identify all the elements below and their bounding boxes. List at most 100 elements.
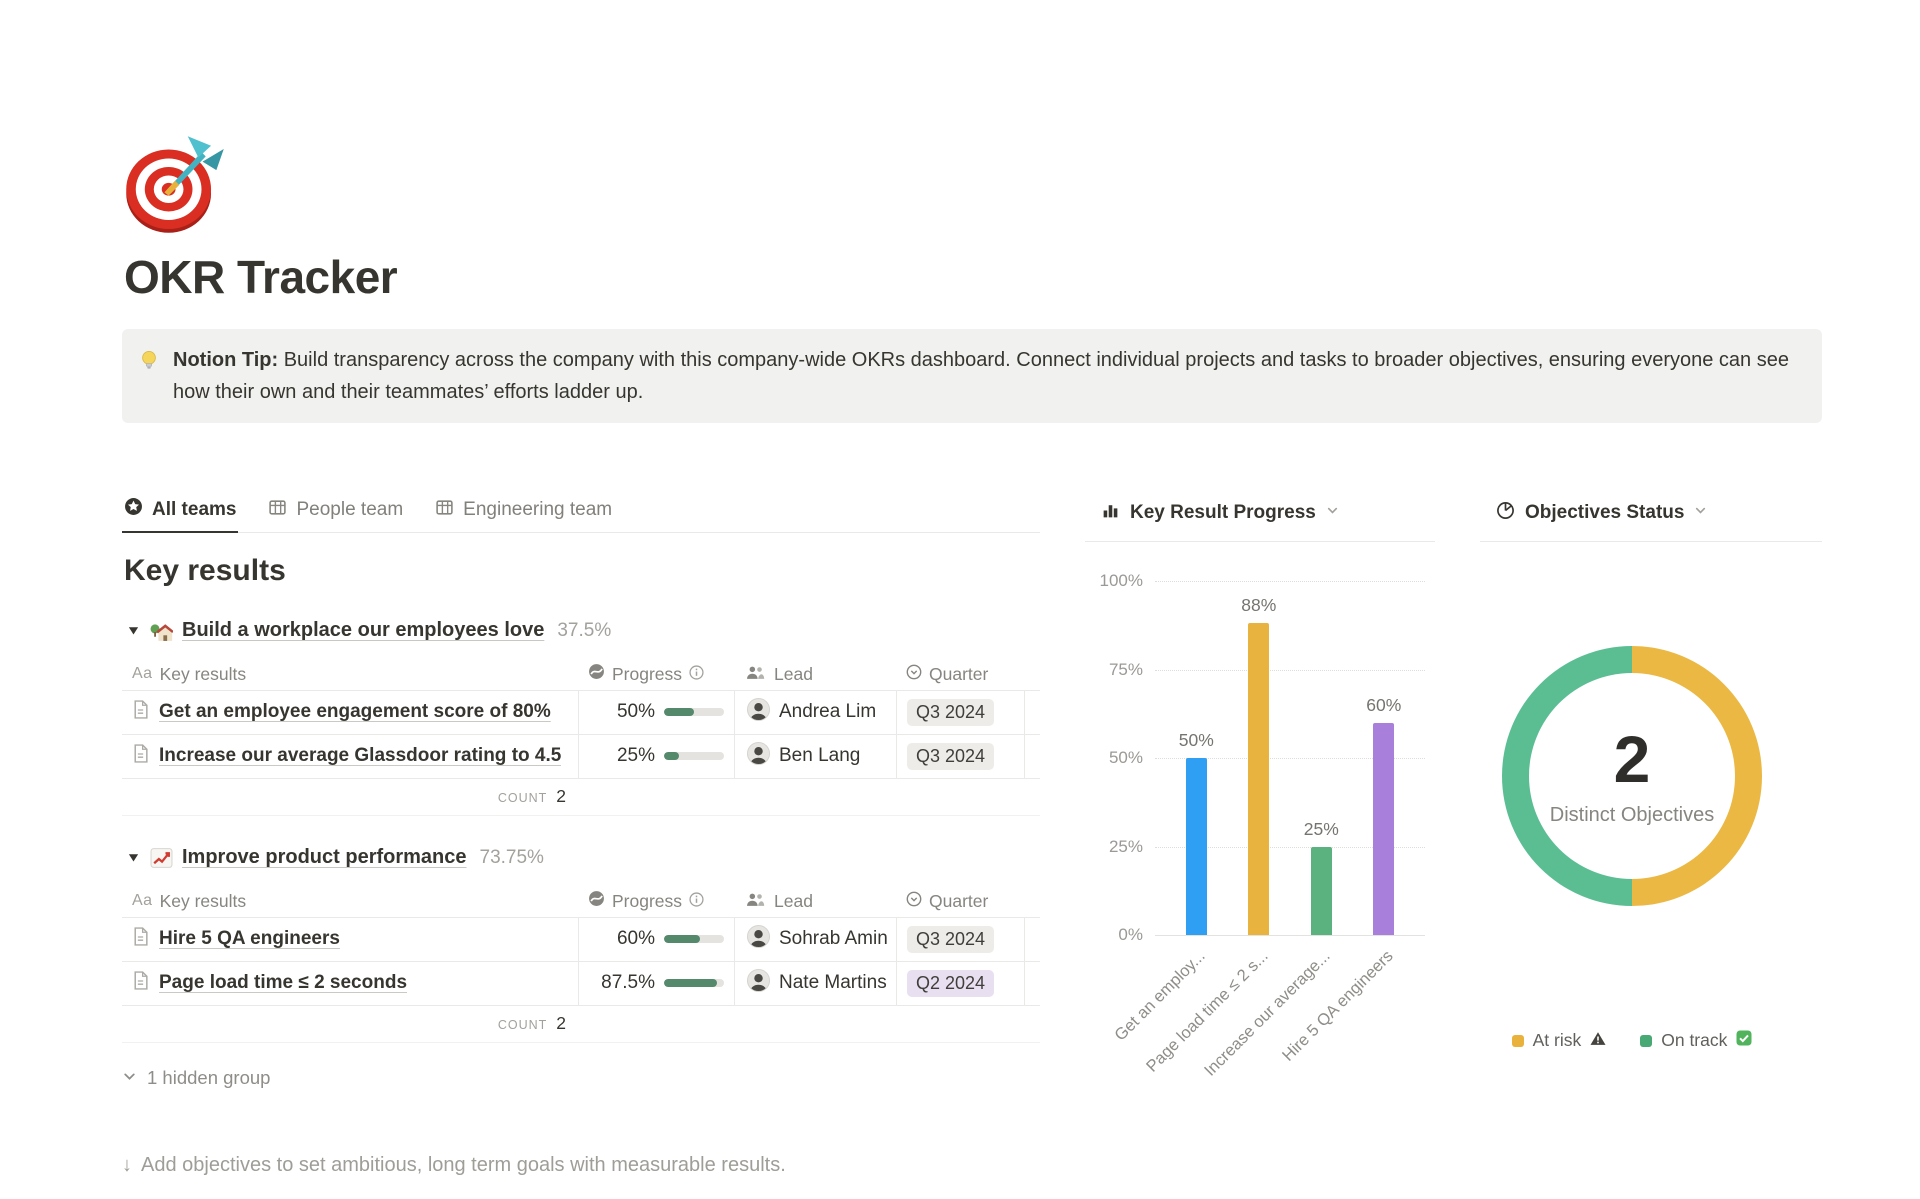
gridline (1155, 669, 1425, 671)
count-row[interactable]: COUNT 2 (122, 777, 1040, 816)
column-header-label: Quarter (929, 663, 989, 684)
tab-people-team[interactable]: People team (266, 498, 405, 532)
progress-cell[interactable]: 87.5% (578, 961, 734, 1005)
dartboard-page-icon[interactable] (122, 132, 228, 238)
lead-cell[interactable]: Sohrab Amin (734, 917, 896, 961)
column-header-progress[interactable]: Progress (578, 886, 734, 917)
column-header-quarter[interactable]: Quarter (896, 659, 1025, 690)
progress-cell[interactable]: 50% (578, 690, 734, 734)
column-header-label: Key results (159, 663, 247, 684)
column-chart-icon (1101, 501, 1120, 525)
group-toggle-row: Build a workplace our employees love 37.5… (122, 616, 1040, 646)
key-result-link[interactable]: Increase our average Glassdoor rating to… (159, 745, 562, 766)
key-result-cell[interactable]: Page load time ≤ 2 seconds (122, 962, 578, 1005)
down-arrow-icon: ↓ (122, 1153, 132, 1176)
y-axis-tick: 0% (1118, 925, 1143, 944)
chevron-down-icon (1694, 504, 1707, 522)
bar (1373, 722, 1395, 935)
progress-bar (664, 935, 724, 943)
progress-bar-fill (664, 708, 694, 716)
column-header-label: Progress (612, 663, 683, 684)
progress-cell[interactable]: 25% (578, 734, 734, 778)
info-icon (689, 664, 704, 685)
key-result-link[interactable]: Page load time ≤ 2 seconds (159, 972, 408, 993)
key-result-progress-header[interactable]: Key Result Progress (1085, 497, 1435, 542)
column-header-lead[interactable]: Lead (734, 659, 896, 690)
progress-cell[interactable]: 60% (578, 917, 734, 961)
quarter-badge: Q3 2024 (907, 698, 995, 726)
chevron-down-icon (122, 1067, 137, 1089)
key-result-cell[interactable]: Increase our average Glassdoor rating to… (122, 735, 578, 778)
bar (1248, 623, 1270, 935)
column-header-label: Quarter (929, 890, 989, 911)
toggle-triangle-icon[interactable] (122, 847, 144, 869)
legend-item-at-risk: At risk (1511, 1030, 1607, 1051)
table-header-row: Aa Key results Progress Lead Quarter (122, 659, 1040, 690)
legend-swatch (1511, 1034, 1524, 1047)
select-icon (906, 664, 922, 685)
check-icon (1736, 1030, 1752, 1051)
page-icon (132, 699, 149, 725)
key-result-cell[interactable]: Hire 5 QA engineers (122, 918, 578, 961)
table-header-row: Aa Key results Progress Lead Quarter (122, 886, 1040, 917)
lead-name: Andrea Lim (779, 701, 877, 722)
quarter-cell[interactable]: Q3 2024 (896, 690, 1025, 734)
people-icon (746, 891, 765, 912)
tab-all-teams[interactable]: All teams (122, 497, 239, 533)
y-axis-tick: 25% (1108, 836, 1143, 856)
quarter-badge: Q2 2024 (907, 969, 995, 997)
objectives-status-header[interactable]: Objectives Status (1480, 497, 1822, 542)
donut-center: 2 Distinct Objectives (1529, 673, 1735, 879)
lead-cell[interactable]: Ben Lang (734, 734, 896, 778)
count: COUNT 2 (122, 786, 578, 807)
bar-value-label: 60% (1366, 694, 1402, 715)
quarter-badge: Q3 2024 (907, 925, 995, 953)
quarter-cell[interactable]: Q3 2024 (896, 917, 1025, 961)
view-tabs: All teams People team Engineering team (122, 497, 1040, 533)
column-header-label: Progress (612, 890, 683, 911)
column-header-progress[interactable]: Progress (578, 659, 734, 690)
group-title-link[interactable]: Build a workplace our employees love (182, 619, 545, 641)
gridline (1155, 846, 1425, 848)
lead-name: Nate Martins (779, 972, 887, 993)
gridline (1155, 758, 1425, 759)
quarter-cell[interactable]: Q3 2024 (896, 734, 1025, 778)
count-row[interactable]: COUNT 2 (122, 1004, 1040, 1043)
section-title: Key results (124, 553, 286, 587)
widget-title: Objectives Status (1525, 502, 1685, 523)
objectives-status-widget: Objectives Status 2 Distinct Objectives … (1480, 497, 1822, 1051)
column-header-label: Key results (159, 890, 247, 911)
chart-legend: At risk On track (1502, 1030, 1762, 1051)
distinct-objectives-count: 2 (1613, 721, 1651, 796)
group-title-link[interactable]: Improve product performance (182, 846, 467, 868)
progress-value: 50% (616, 701, 655, 722)
lead-cell[interactable]: Andrea Lim (734, 690, 896, 734)
count-label: COUNT (497, 1018, 548, 1032)
y-axis-tick: 100% (1099, 571, 1143, 590)
callout-label: Notion Tip: (173, 348, 279, 371)
people-icon (746, 664, 765, 685)
lead-cell[interactable]: Nate Martins (734, 961, 896, 1005)
column-header-name[interactable]: Aa Key results (122, 886, 578, 917)
bar-value-label: 25% (1303, 818, 1339, 839)
legend-label: On track (1661, 1030, 1728, 1050)
progress-bar-fill (664, 935, 700, 943)
key-result-cell[interactable]: Get an employee engagement score of 80% (122, 691, 578, 734)
donut-center-label: Distinct Objectives (1549, 803, 1715, 826)
key-result-link[interactable]: Hire 5 QA engineers (159, 928, 340, 949)
table-row: Increase our average Glassdoor rating to… (122, 733, 1040, 778)
quarter-cell[interactable]: Q2 2024 (896, 961, 1025, 1005)
hidden-group-toggle[interactable]: 1 hidden group (122, 1066, 1040, 1090)
widget-title: Key Result Progress (1130, 502, 1316, 523)
rollup-icon (588, 890, 605, 912)
column-header-name[interactable]: Aa Key results (122, 659, 578, 690)
key-result-link[interactable]: Get an employee engagement score of 80% (159, 701, 551, 722)
toggle-triangle-icon[interactable] (122, 620, 144, 642)
column-header-lead[interactable]: Lead (734, 886, 896, 917)
table-grid-icon (268, 498, 287, 523)
progress-bar (664, 752, 724, 760)
donut-ring: 2 Distinct Objectives (1502, 646, 1762, 906)
page-icon (132, 743, 149, 769)
column-header-quarter[interactable]: Quarter (896, 886, 1025, 917)
tab-engineering-team[interactable]: Engineering team (433, 498, 614, 532)
